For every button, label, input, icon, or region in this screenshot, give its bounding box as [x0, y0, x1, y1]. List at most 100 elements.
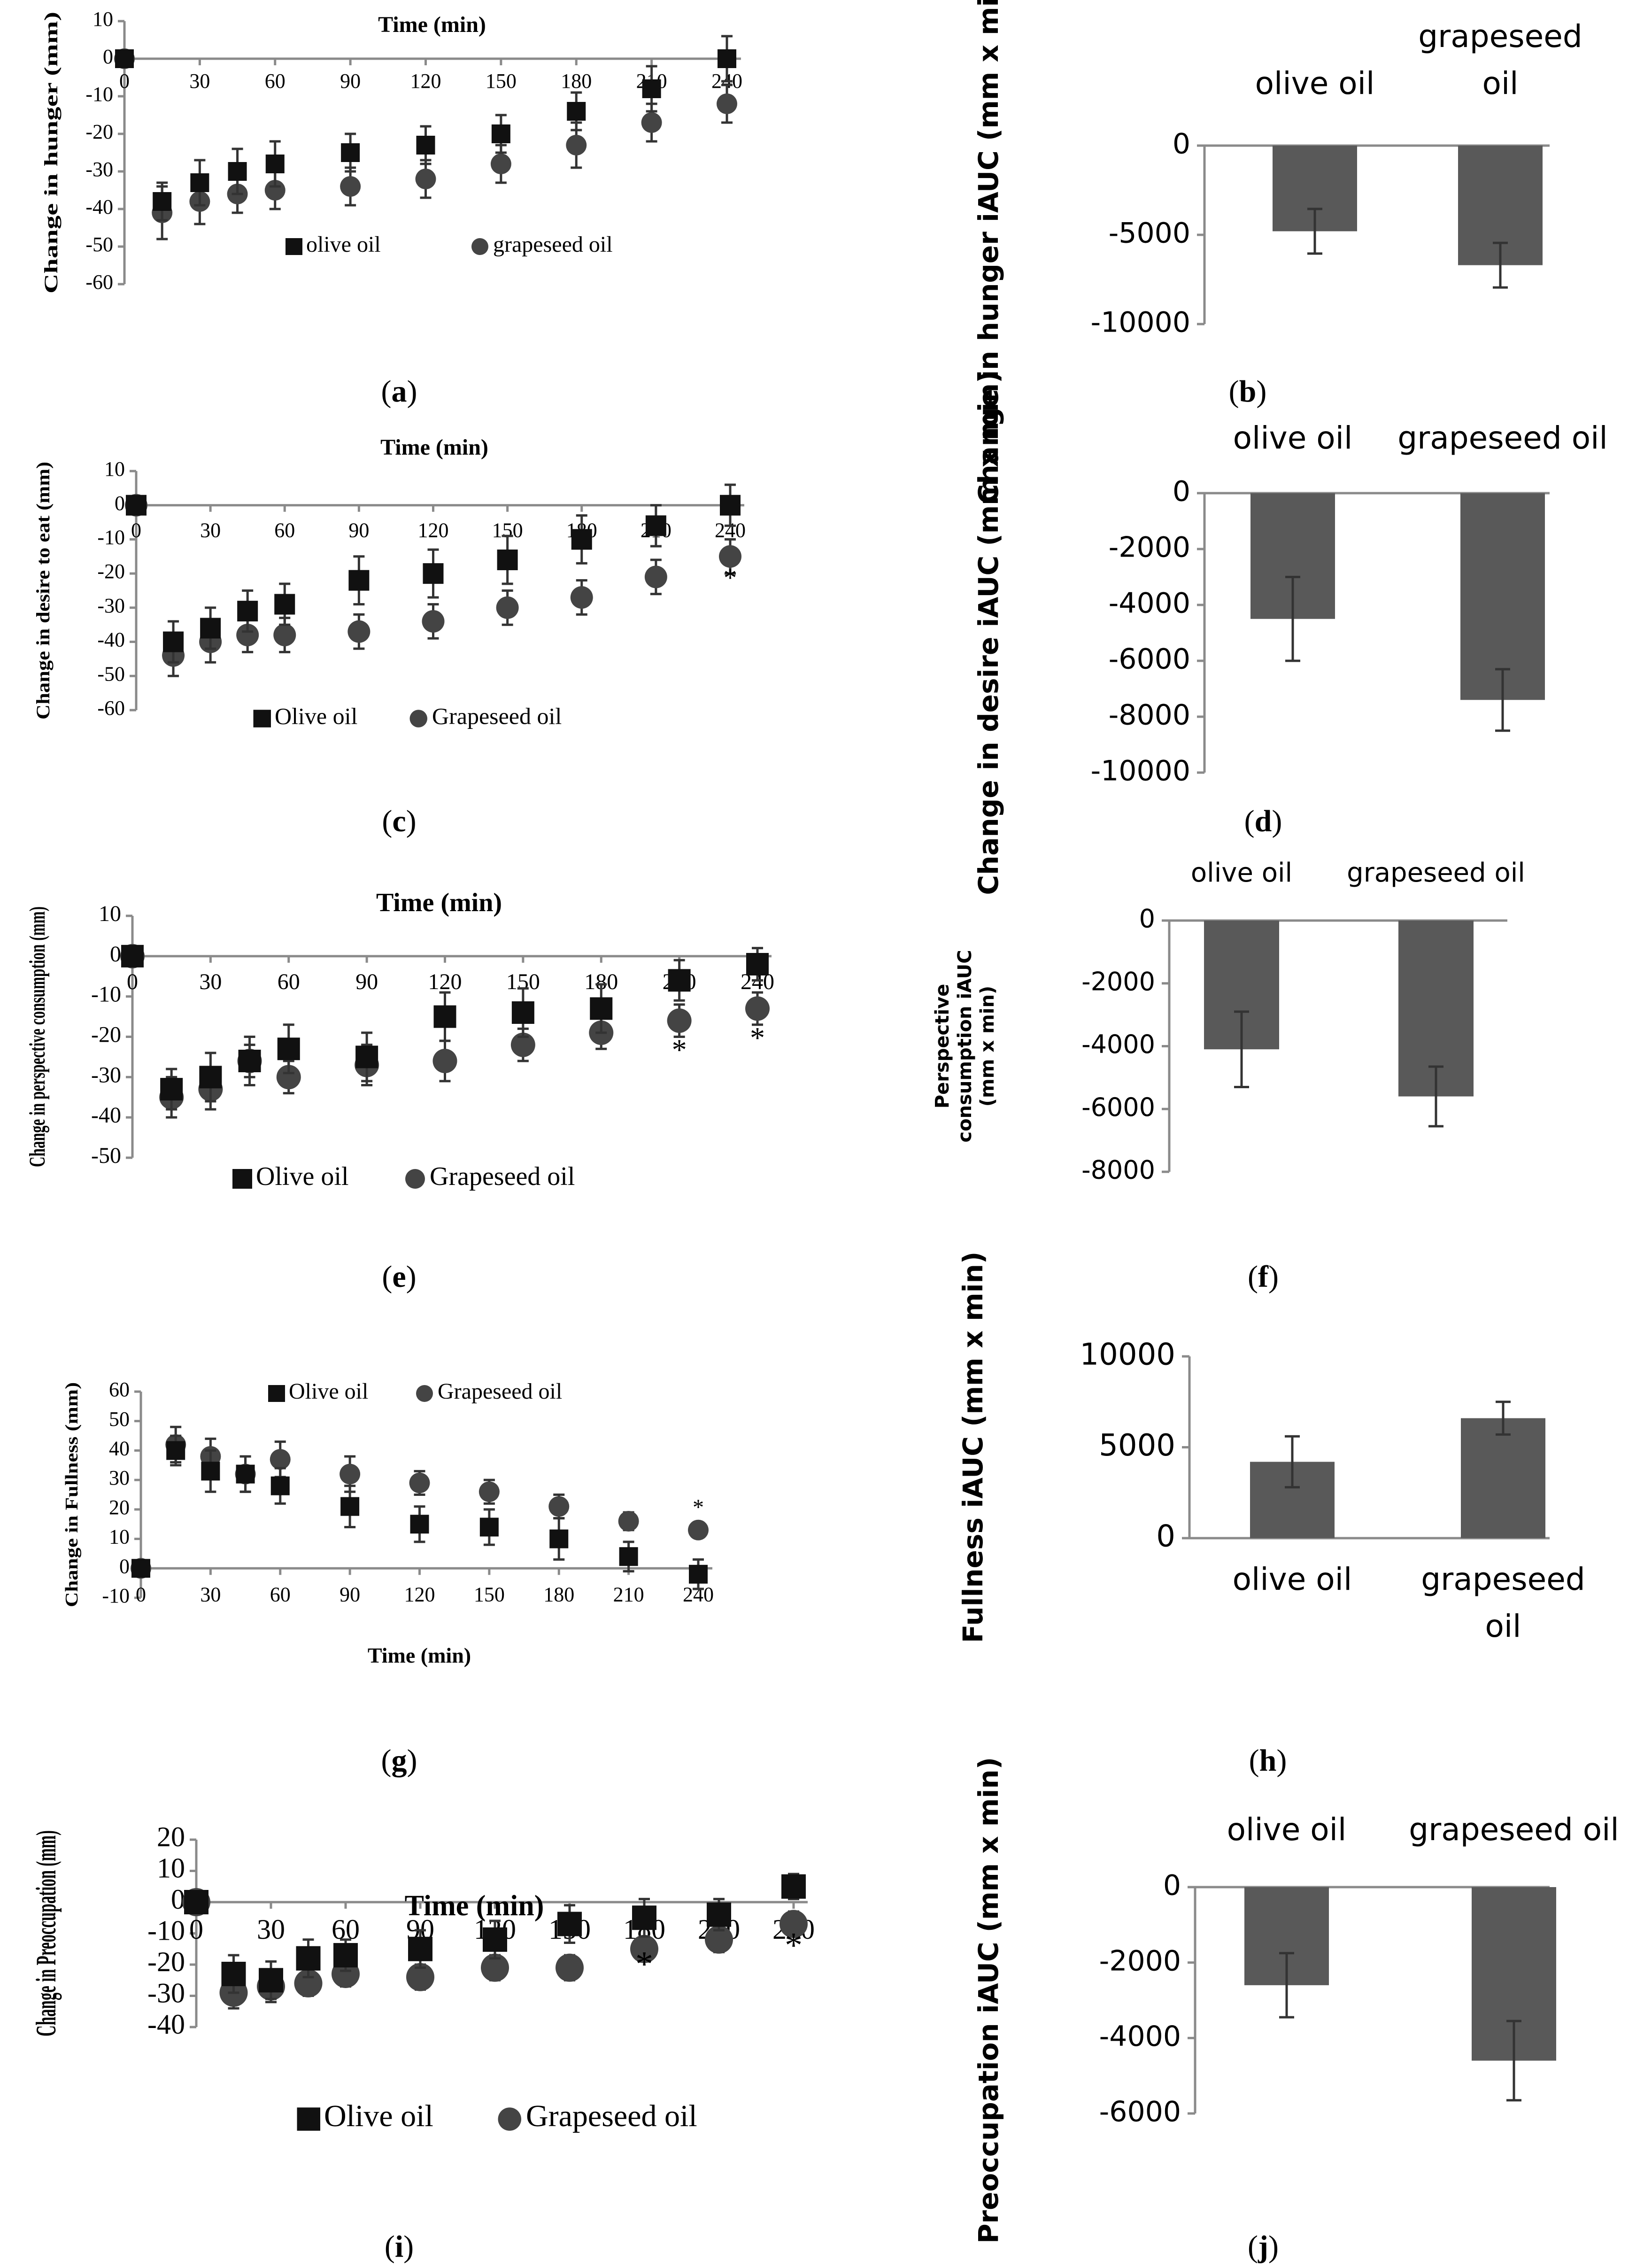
data-point-grapeseed-oil [273, 624, 296, 647]
y-tick-label: 0 [119, 1555, 130, 1578]
data-point-olive-oil [238, 1050, 261, 1072]
data-point-olive-oil [689, 1564, 708, 1584]
x-tick-label: 60 [274, 519, 295, 542]
panel-b: 0 -5000 -10000 olive oil grapeseed oil Change … [973, 0, 1582, 504]
y-tick-label: 0 [1139, 904, 1155, 934]
legend-label-series-2: Grapeseed oil [430, 1162, 575, 1191]
data-point-grapeseed-oil [719, 545, 741, 568]
y-axis-title: Change in hunger (mm) [40, 12, 62, 294]
y-tick-label: 10 [109, 1525, 130, 1548]
x-tick-label: 120 [410, 70, 441, 93]
x-tick-label: 0 [119, 70, 130, 93]
data-point-grapeseed-oil [780, 1910, 808, 1938]
data-point-olive-oil [199, 1066, 222, 1089]
data-point-grapeseed-oil [745, 996, 770, 1021]
panel-label-letter: b [1239, 374, 1257, 409]
y-tick-label: -40 [85, 195, 113, 218]
data-point-grapeseed-oil [264, 180, 286, 201]
y-tick-label: -4000 [1099, 2020, 1181, 2053]
data-point-grapeseed-oil [406, 1963, 434, 1991]
data-point-olive-oil [423, 563, 444, 584]
x-axis-title: Time (min) [405, 1890, 544, 1922]
y-tick-label: 0 [1173, 128, 1190, 161]
significance-marker: * [635, 1944, 653, 1984]
x-tick-label: 30 [199, 969, 222, 994]
x-tick-label: 0 [189, 1914, 203, 1945]
data-point-grapeseed-oil [630, 1935, 658, 1963]
legend-label-series-2: Grapeseed oil [526, 2099, 697, 2133]
data-point-olive-oil [274, 594, 295, 615]
x-tick-label: 0 [131, 519, 141, 542]
data-point-olive-oil [497, 550, 518, 571]
data-point-grapeseed-oil [432, 1049, 457, 1073]
data-point-olive-oil [567, 102, 586, 121]
legend-circle-icon [471, 238, 488, 255]
y-tick-label: 0 [1156, 1519, 1175, 1554]
data-point-olive-oil [277, 1037, 300, 1060]
panel-e: 100-10-20-30-40-500306090120150180210240… [25, 888, 774, 1294]
data-point-olive-oil [355, 1045, 378, 1068]
y-tick-label: 0 [115, 492, 125, 515]
x-axis-title: Time (min) [368, 1643, 471, 1667]
panel-label-letter: h [1259, 1743, 1277, 1778]
x-tick-label: 0 [136, 1583, 146, 1606]
category-label: oil [1485, 1608, 1521, 1644]
legend-square-icon [253, 710, 271, 728]
data-point-grapeseed-oil [618, 1510, 639, 1532]
data-point-olive-oil [341, 143, 360, 162]
x-tick-label: 210 [613, 1583, 644, 1606]
y-tick-label: -30 [91, 1062, 121, 1087]
y-tick-label: 10 [157, 1852, 185, 1883]
legend-square-icon [232, 1169, 252, 1189]
y-tick-label: -4000 [1081, 1030, 1155, 1059]
data-point-olive-oil [668, 969, 691, 992]
x-tick-label: 30 [189, 70, 210, 93]
legend-label-series-1: Olive oil [324, 2099, 433, 2133]
data-point-olive-oil [201, 1462, 220, 1481]
category-label: grapeseed oil [1409, 1811, 1619, 1848]
x-tick-label: 90 [340, 1583, 360, 1606]
data-point-olive-oil [259, 1968, 283, 1993]
panel-label-letter: f [1258, 1260, 1269, 1294]
panel-label: (a) [381, 374, 417, 409]
data-point-olive-oil [645, 515, 666, 536]
panel-a: 100-10-20-30-40-50-600306090120150180210… [40, 8, 742, 409]
y-tick-label: -40 [97, 628, 125, 651]
y-tick-label: 5000 [1099, 1428, 1175, 1463]
data-point-grapeseed-oil [570, 586, 593, 609]
category-label: grapeseed [1421, 1561, 1585, 1597]
category-label: olive oil [1227, 1811, 1347, 1848]
y-tick-label: 0 [110, 942, 121, 967]
y-axis-title: Change in Fullness (mm) [62, 1382, 82, 1607]
legend-label-series-2: Grapeseed oil [432, 703, 562, 729]
data-point-olive-oil [237, 601, 258, 622]
data-point-grapeseed-oil [556, 1953, 584, 1982]
panel-label-letter: c [392, 804, 406, 838]
y-tick-label: 10 [99, 901, 121, 926]
legend-label-series-1: olive oil [306, 232, 381, 257]
data-point-olive-oil [190, 173, 209, 192]
x-tick-label: 30 [200, 519, 221, 542]
data-point-olive-oil [126, 495, 147, 516]
panel-label-letter: e [392, 1260, 406, 1294]
data-point-olive-oil [200, 618, 221, 639]
data-point-grapeseed-oil [422, 610, 445, 633]
data-point-olive-oil [781, 1874, 806, 1899]
panel-label: (j) [1248, 2229, 1279, 2264]
category-label: grapeseed oil [1397, 420, 1608, 456]
y-tick-label: 10 [104, 457, 125, 480]
legend-square-icon [268, 1385, 285, 1402]
x-tick-label: 90 [348, 519, 369, 542]
data-point-olive-oil [632, 1905, 656, 1930]
data-point-olive-oil [491, 124, 510, 143]
panel-label-letter: a [392, 374, 407, 409]
y-tick-label: 0 [1163, 1869, 1181, 1902]
y-tick-label: -6000 [1081, 1092, 1155, 1122]
x-tick-label: 90 [340, 70, 361, 93]
data-point-olive-oil [131, 1559, 150, 1578]
data-point-olive-oil [433, 1005, 456, 1028]
legend-label-series-1: Olive oil [256, 1162, 349, 1191]
data-point-olive-oil [153, 192, 172, 211]
significance-marker: * [785, 1926, 803, 1965]
